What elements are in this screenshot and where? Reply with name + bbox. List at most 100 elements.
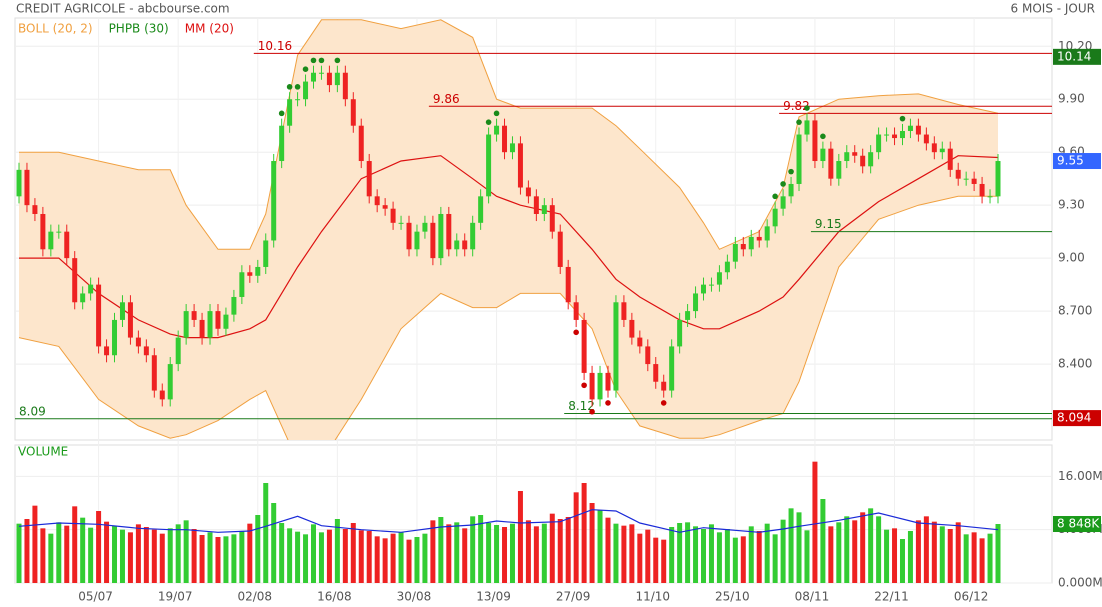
candle-body [398,222,404,224]
legend-entry: BOLL (20, 2) [18,22,93,36]
candle-body [390,208,396,223]
x-tick-label: 27/09 [556,590,591,604]
x-tick-label: 30/08 [397,590,432,604]
y-tick-label: 16.00M [1058,469,1102,483]
volume-bar [828,526,834,583]
volume-bar [119,529,125,583]
candle-body [255,266,261,276]
x-tick-label: 05/07 [78,590,113,604]
volume-bar [151,529,157,583]
volume-bar [271,503,277,583]
y-tick-label: 0.000M [1058,576,1102,590]
volume-bar [24,519,30,583]
volume-bar [135,524,141,583]
candle-body [48,231,54,250]
candle-body [923,134,929,144]
volume-bar [716,532,722,583]
candle-body [557,231,563,267]
phpb-dot [493,110,500,117]
candle-body [899,131,905,139]
phpb-dot [772,193,778,200]
x-tick-label: 19/07 [158,590,193,604]
level-label: 8.12 [568,399,595,413]
volume-bar [732,537,738,583]
volume-bar [310,524,316,583]
volume-ma [18,509,999,533]
volume-bar [907,531,913,583]
volume-bar [183,520,189,583]
volume-bar [80,517,86,583]
volume-bar [693,526,699,583]
candle-body [772,208,778,227]
phpb-dot [605,400,611,406]
candle-body [310,72,316,82]
x-tick-label: 08/11 [795,590,830,604]
x-tick-label: 06/12 [954,590,989,604]
volume-bar [374,536,380,583]
candle-body [661,381,667,391]
candle-body [987,196,993,198]
price-pane [14,17,1053,441]
volume-bar [326,529,332,583]
volume-bar [701,529,707,583]
candle-body [24,169,30,206]
candle-body [478,196,484,223]
price-tag [1053,410,1101,427]
candle-body [597,372,603,400]
volume-bar [430,520,436,583]
volume-bar [669,527,675,583]
x-tick-label: 22/11 [874,590,909,604]
volume-bar [48,533,54,583]
chart-title: CREDIT AGRICOLE - abcbourse.com [16,2,230,16]
candle-body [64,231,70,259]
phpb-dot [820,133,826,140]
volume-bar [263,483,269,583]
candle-body [844,152,850,162]
volume-bar [414,537,420,583]
level-label: 9.86 [433,92,460,106]
volume-bar [303,534,309,583]
candle-body [191,311,197,320]
candle-body [701,284,707,294]
y-tick-label: 9.90 [1058,92,1085,106]
volume-bar [486,523,492,583]
candle-body [573,302,579,320]
volume-bar [685,522,691,583]
volume-bar [589,503,595,583]
volume-bar [899,539,905,583]
candle-body [995,161,1001,197]
candle-body [40,213,46,250]
candle-body [892,134,898,139]
candle-body [915,125,921,135]
candle-body [931,143,937,153]
price-tag [1053,153,1101,170]
volume-bar [812,461,818,583]
volume-bar [215,537,221,583]
price-tag [1053,48,1101,65]
volume-bar [446,524,452,583]
y-tick-label: 8.700 [1058,304,1092,318]
candle-body [406,222,412,250]
phpb-dot [286,84,293,90]
candle-body [724,261,730,273]
candle-body [175,337,181,365]
candle-body [56,231,62,233]
volume-bar [661,539,667,583]
volume-bar [40,528,46,583]
candle-body [653,364,659,382]
volume-bar [597,510,603,583]
candle-body [876,134,882,153]
phpb-dot [589,408,595,415]
volume-bar [820,499,826,583]
x-tick-label: 16/08 [317,590,352,604]
volume-bar [987,533,993,583]
legend-entry: PHPB (30) [109,22,169,36]
volume-bar [963,534,969,583]
volume-bar [239,531,245,583]
candle-body [366,161,372,197]
volume-bar [884,529,890,583]
volume-bar [358,530,364,583]
volume-bar [724,529,730,583]
candle-body [159,390,165,400]
candle-body [517,143,523,188]
